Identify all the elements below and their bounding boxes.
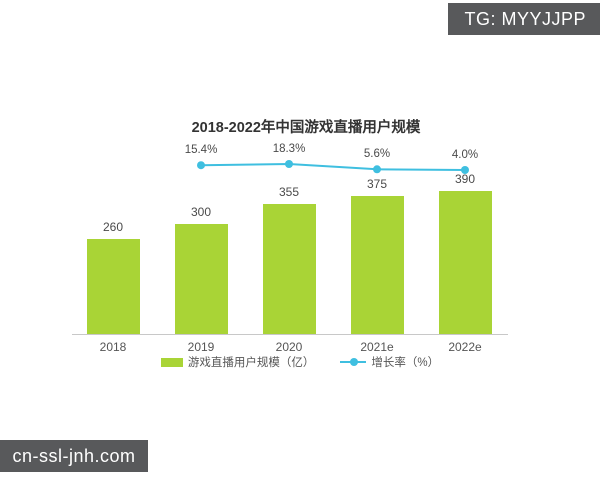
chart-legend: 游戏直播用户规模（亿） 增长率（%）: [0, 353, 600, 371]
x-axis-label-2019: 2019: [187, 340, 215, 354]
chart-title: 2018-2022年中国游戏直播用户规模: [191, 120, 421, 136]
bar-series-legend-label: 游戏直播用户规模（亿）: [187, 357, 315, 369]
bar-value-label-2020: 355: [278, 185, 300, 199]
x-axis-label-2022e: 2022e: [448, 340, 482, 354]
chart-plot-area: 260 2018 300 2019 355 2020 375 2021e 390 2022e 15.…: [72, 140, 508, 354]
bar-2021e: [350, 196, 404, 334]
bar-value-label-2021e: 375: [366, 177, 388, 191]
legend-item-users: 游戏直播用户规模（亿）: [160, 354, 315, 370]
line-legend-dot-icon: [349, 358, 358, 366]
growth-point-2020: [285, 160, 293, 168]
growth-rate-line-chart: [197, 160, 469, 174]
bar-2018: [86, 239, 140, 334]
bar-value-label-2018: 260: [102, 220, 124, 234]
line-series-legend-marker: [340, 358, 367, 367]
bar-value-label-2022e: 390: [454, 172, 476, 186]
x-axis-label-2020: 2020: [275, 340, 303, 354]
bar-2019: [174, 224, 228, 334]
growth-value-label-2022e: 4.0%: [451, 149, 479, 161]
x-axis-label-2021e: 2021e: [360, 340, 394, 354]
bar-2020: [262, 204, 316, 334]
line-series-legend-label: 增长率（%）: [371, 357, 440, 369]
watermark-telegram-badge: TG: MYYJJPP: [448, 3, 600, 35]
growth-value-label-2021e: 5.6%: [363, 148, 391, 161]
growth-point-2022e: [461, 166, 469, 174]
growth-value-label-2020: 18.3%: [272, 143, 306, 155]
growth-line: [200, 162, 466, 171]
bar-series-legend-swatch: [160, 357, 183, 367]
bar-2022e: [438, 191, 492, 334]
growth-value-label-2019: 15.4%: [184, 144, 218, 157]
x-axis-label-2018: 2018: [99, 340, 127, 354]
bar-value-label-2019: 300: [190, 205, 212, 219]
legend-item-growth: 增长率（%）: [340, 354, 439, 370]
watermark-domain-badge: cn-ssl-jnh.com: [0, 440, 148, 472]
growth-point-2019: [197, 161, 205, 170]
growth-point-2021e: [373, 165, 381, 174]
